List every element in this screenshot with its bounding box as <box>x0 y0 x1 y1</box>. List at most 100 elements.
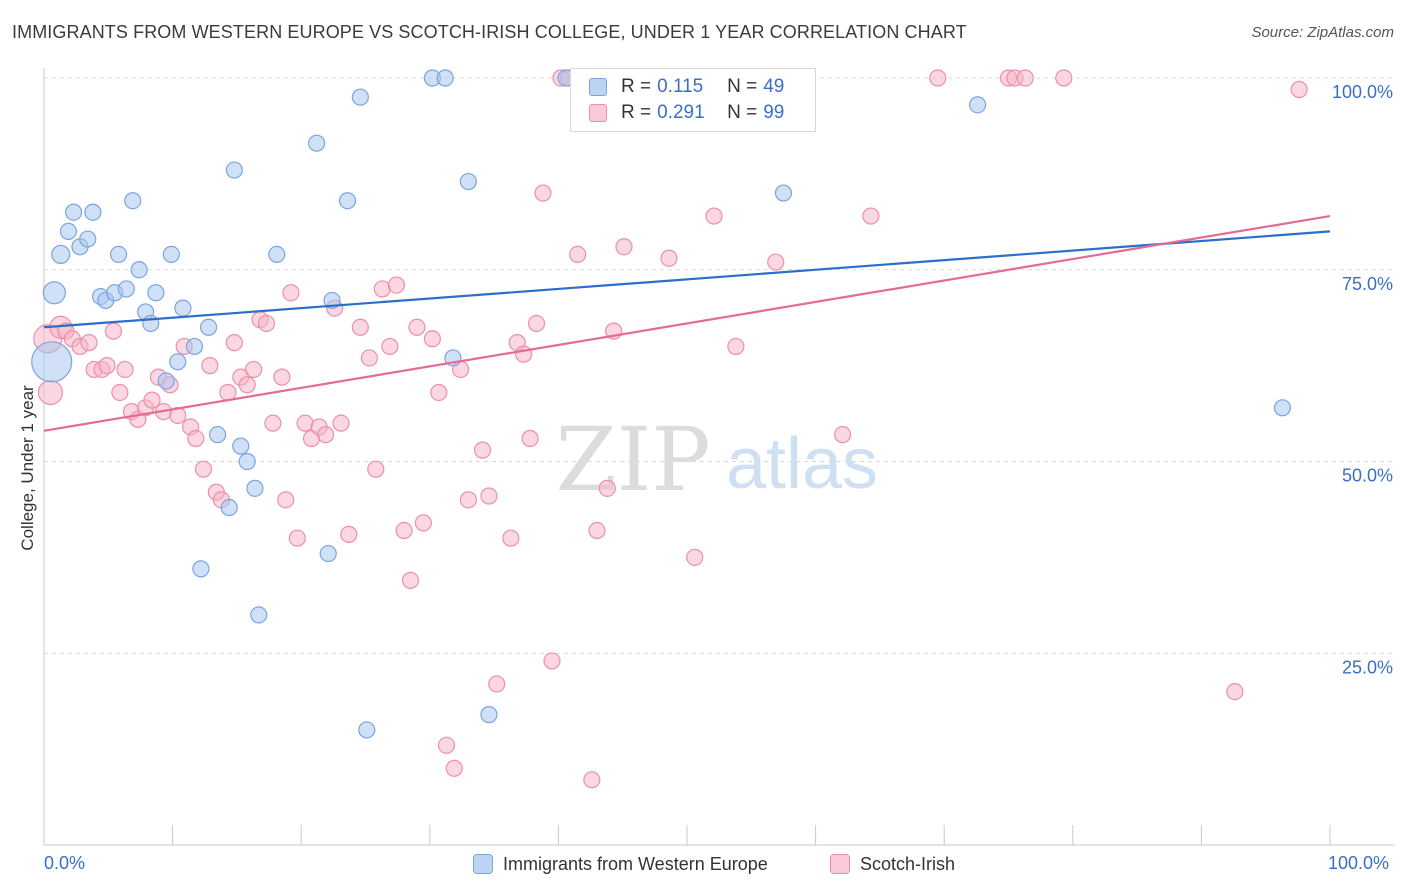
scotch-irish-point <box>104 322 123 340</box>
scotch-irish-point <box>534 184 552 202</box>
stats-legend: R = 0.115 N = 49 R = 0.291 N = 99 <box>570 68 816 132</box>
scotch-irish-point <box>502 529 520 547</box>
western-europe-point <box>1273 399 1292 417</box>
y-tick-labels: 25.0% 50.0% 75.0% 100.0% <box>1332 82 1393 677</box>
scotch-irish-point <box>414 514 432 532</box>
legend-r-label: R = <box>621 102 652 123</box>
scotch-irish-point <box>381 337 399 356</box>
scotch-irish-point <box>360 349 378 367</box>
scotch-irish-point <box>408 318 426 336</box>
legend-label: Immigrants from Western Europe <box>503 853 768 874</box>
scotch-irish-point <box>727 337 745 356</box>
scotch-irish-point <box>143 391 161 409</box>
chart-title: IMMIGRANTS FROM WESTERN EUROPE VS SCOTCH… <box>12 22 967 42</box>
western-europe-points <box>31 69 1292 739</box>
x-tick-label-min: 0.0% <box>44 853 86 873</box>
scotch-irish-point <box>194 460 213 478</box>
scotch-irish-point <box>488 675 506 693</box>
scotch-irish-point <box>37 379 64 406</box>
scotch-irish-point <box>834 426 852 444</box>
watermark-atlas: atlas <box>726 424 878 504</box>
western-europe-point <box>174 299 192 317</box>
western-europe-point <box>59 222 78 240</box>
bottom-legend-western-europe[interactable]: Immigrants from Western Europe <box>473 852 768 876</box>
western-europe-point <box>308 134 326 152</box>
scotch-irish-point <box>238 376 256 394</box>
axes <box>43 68 1395 846</box>
scotch-irish-point <box>201 357 219 375</box>
western-europe-point <box>268 245 286 264</box>
scotch-irish-point <box>929 69 947 87</box>
western-europe-point <box>84 203 102 221</box>
scotch-irish-point <box>588 521 606 540</box>
western-europe-point <box>774 184 793 202</box>
legend-n-value: 99 <box>763 102 785 123</box>
western-europe-point <box>319 544 337 563</box>
scotch-irish-point <box>515 345 533 363</box>
scotch-irish-points <box>33 69 1308 789</box>
scotch-irish-point <box>98 357 116 375</box>
scotch-irish-point <box>445 759 463 777</box>
scotch-irish-point <box>264 414 282 432</box>
bottom-legend-scotch-irish[interactable]: Scotch-Irish <box>830 852 955 876</box>
legend-swatch-pink <box>589 104 607 122</box>
western-europe-point <box>338 192 357 210</box>
scotch-irish-point <box>480 487 498 505</box>
scotch-irish-point <box>187 429 205 448</box>
western-europe-point <box>130 261 148 279</box>
scotch-irish-point <box>583 771 601 789</box>
western-europe-point <box>185 337 204 356</box>
scotch-irish-point <box>111 383 129 402</box>
watermark: ZIP atlas <box>555 408 878 511</box>
y-tick-label: 25.0% <box>1342 657 1393 677</box>
scotch-irish-point <box>367 460 385 478</box>
western-europe-point <box>358 721 376 739</box>
western-europe-point <box>232 437 250 455</box>
scotch-irish-point <box>282 284 300 302</box>
western-europe-point <box>109 245 128 264</box>
legend-r-value: 0.115 <box>657 76 704 97</box>
y-tick-label: 75.0% <box>1342 274 1393 294</box>
legend-swatch-pink <box>830 854 850 874</box>
western-europe-point <box>969 96 987 114</box>
scotch-irish-point <box>273 368 291 386</box>
legend-swatch-blue <box>589 78 607 96</box>
western-europe-point <box>436 69 454 87</box>
scotch-irish-trend-line <box>43 214 1331 432</box>
western-europe-point <box>220 498 238 517</box>
western-europe-point <box>459 172 477 191</box>
scotch-irish-point <box>686 548 704 566</box>
scotch-irish-point <box>332 414 350 432</box>
scotch-irish-point <box>80 334 98 352</box>
legend-row-western-europe: R = 0.115 N = 49 <box>589 75 784 99</box>
western-europe-point <box>238 452 256 471</box>
scotch-irish-point <box>401 571 420 589</box>
scotch-irish-point <box>296 414 314 432</box>
scotch-irish-point <box>473 441 492 459</box>
western-europe-point <box>246 479 264 497</box>
western-europe-point <box>162 245 180 264</box>
western-europe-point <box>51 244 71 265</box>
x-tick-label-max: 100.0% <box>1328 853 1390 873</box>
scotch-irish-point <box>569 245 587 264</box>
legend-label: Scotch-Irish <box>860 853 956 874</box>
western-europe-point <box>209 426 227 444</box>
scotch-irish-point <box>527 314 546 333</box>
legend-n-label: N = <box>727 102 758 123</box>
legend-n-label: N = <box>727 76 758 97</box>
scotch-irish-point <box>351 318 369 336</box>
y-tick-label: 50.0% <box>1342 466 1393 486</box>
scotch-irish-point <box>1055 69 1073 87</box>
scotch-irish-point <box>437 736 456 754</box>
scotch-irish-point <box>1016 69 1034 87</box>
scotch-irish-point <box>277 491 295 509</box>
scotch-irish-point <box>615 238 633 256</box>
scotch-irish-point <box>521 429 539 448</box>
scotch-irish-point <box>387 276 405 294</box>
scotch-irish-point <box>1290 80 1308 99</box>
western-europe-point <box>64 203 83 221</box>
western-europe-point <box>31 341 73 383</box>
scotch-irish-point <box>862 207 880 225</box>
scotch-irish-point <box>598 479 616 497</box>
western-europe-point <box>124 192 142 210</box>
